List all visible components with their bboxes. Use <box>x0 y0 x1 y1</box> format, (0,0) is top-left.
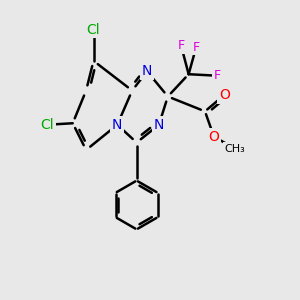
Text: N: N <box>154 118 164 132</box>
Text: N: N <box>112 118 122 132</box>
Text: O: O <box>208 130 219 144</box>
Text: F: F <box>193 41 200 54</box>
Text: N: N <box>142 64 152 78</box>
Text: CH₃: CH₃ <box>224 143 245 154</box>
Text: O: O <box>219 88 230 102</box>
Text: F: F <box>213 69 220 82</box>
Text: Cl: Cl <box>40 118 54 132</box>
Text: Cl: Cl <box>87 22 100 37</box>
Text: F: F <box>178 40 185 52</box>
